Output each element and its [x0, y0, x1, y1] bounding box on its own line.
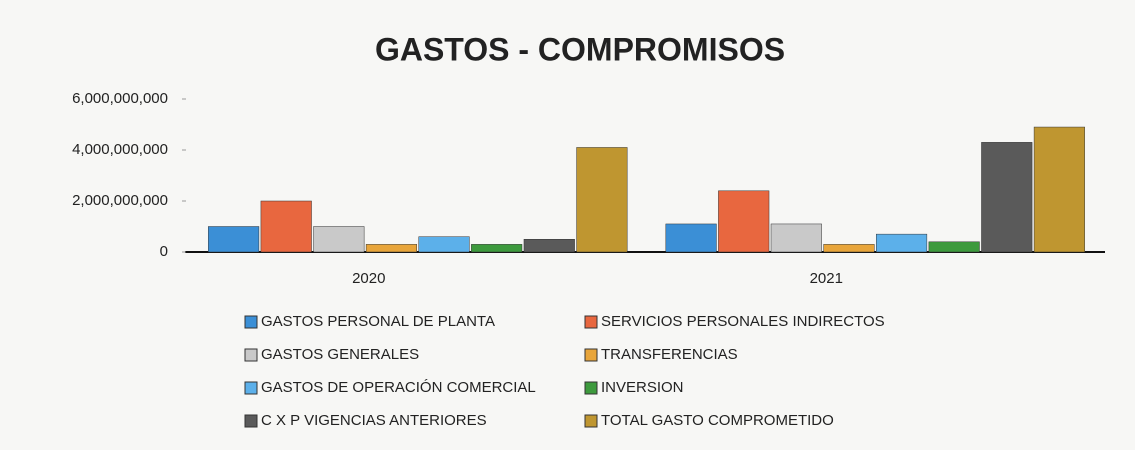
legend-swatch — [244, 348, 258, 362]
legend-label: GASTOS PERSONAL DE PLANTA — [261, 313, 495, 330]
y-tick-label: 0 — [160, 243, 168, 260]
bar — [876, 233, 928, 253]
bar — [928, 241, 980, 253]
bar — [208, 226, 260, 253]
legend-swatch — [244, 315, 258, 329]
x-tick-label: 2021 — [810, 270, 843, 287]
x-tick-label: 2020 — [352, 270, 385, 287]
legend-label: TOTAL GASTO COMPROMETIDO — [601, 412, 834, 429]
bar — [471, 244, 523, 253]
bar — [260, 200, 312, 253]
bar — [418, 236, 470, 253]
legend-swatch — [584, 381, 598, 395]
chart-title: GASTOS - COMPROMISOS — [375, 31, 785, 67]
legend-swatch — [584, 414, 598, 428]
legend-swatch — [244, 381, 258, 395]
bar — [365, 244, 418, 253]
bar — [576, 147, 628, 253]
legend-label: GASTOS GENERALES — [261, 346, 419, 363]
legend-swatch — [584, 348, 598, 362]
bar — [523, 239, 575, 253]
legend-swatch — [244, 414, 258, 428]
bar — [823, 244, 875, 253]
bar — [1033, 126, 1085, 253]
legend-label: INVERSION — [601, 379, 684, 396]
legend-label: TRANSFERENCIAS — [601, 346, 738, 363]
bar — [665, 223, 717, 253]
bar — [981, 142, 1033, 253]
bar — [718, 190, 770, 253]
legend-label: SERVICIOS PERSONALES INDIRECTOS — [601, 313, 885, 330]
legend-swatch — [584, 315, 598, 329]
bar — [313, 226, 365, 253]
bar — [770, 223, 822, 253]
legend-label: C X P VIGENCIAS ANTERIORES — [261, 412, 487, 429]
y-tick-label: 6,000,000,000 — [72, 90, 168, 107]
y-tick-label: 2,000,000,000 — [72, 192, 168, 209]
legend-label: GASTOS DE OPERACIÓN COMERCIAL — [261, 379, 536, 396]
y-tick-label: 4,000,000,000 — [72, 141, 168, 158]
